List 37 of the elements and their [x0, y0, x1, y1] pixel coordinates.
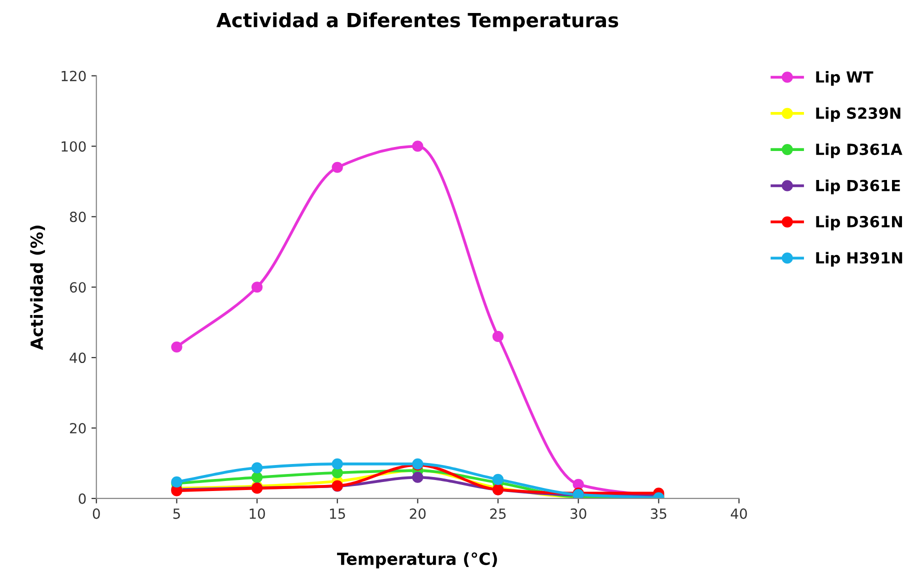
- x-tick-label: 10: [250, 508, 265, 519]
- x-tick-label: 20: [410, 508, 426, 519]
- legend-label: Lip S239N: [816, 107, 900, 122]
- point: [332, 458, 343, 470]
- y-tick-label: 60: [70, 282, 86, 293]
- point: [171, 341, 182, 353]
- x-tick-label: 40: [730, 508, 747, 519]
- y-tick-label: 20: [70, 422, 86, 434]
- legend-label: Lip H391N: [816, 252, 902, 267]
- x-tick-label: 35: [650, 508, 666, 519]
- point: [251, 462, 263, 474]
- x-tick-label: 30: [570, 508, 586, 519]
- legend-label: Lip D361N: [816, 216, 902, 230]
- point: [332, 467, 343, 478]
- legend-label: Lip WT: [816, 70, 874, 86]
- point: [572, 478, 584, 490]
- chart-title: Actividad a Diferentes Temperaturas: [216, 12, 618, 32]
- y-tick-label: 120: [62, 70, 86, 82]
- legend-label: Lip D361A: [816, 143, 902, 158]
- x-tick-label: 15: [330, 508, 345, 519]
- x-tick-label: 5: [173, 508, 180, 519]
- point: [412, 140, 424, 152]
- point: [332, 162, 343, 173]
- x-tick-label: 0: [92, 508, 100, 519]
- point: [251, 282, 263, 293]
- y-tick-label: 80: [70, 212, 86, 222]
- point: [251, 472, 263, 483]
- point: [492, 474, 504, 485]
- x-axis-title: Temperatura (°C): [337, 552, 497, 568]
- point: [412, 472, 424, 483]
- legend-label: Lip D361E: [816, 179, 900, 194]
- y-tick-label: 100: [62, 141, 86, 152]
- y-axis-title: Actividad (%): [30, 226, 45, 350]
- y-tick-label: 40: [70, 352, 86, 364]
- x-tick-label: 25: [490, 508, 506, 519]
- point: [492, 330, 504, 342]
- y-tick-label: 0: [78, 493, 86, 504]
